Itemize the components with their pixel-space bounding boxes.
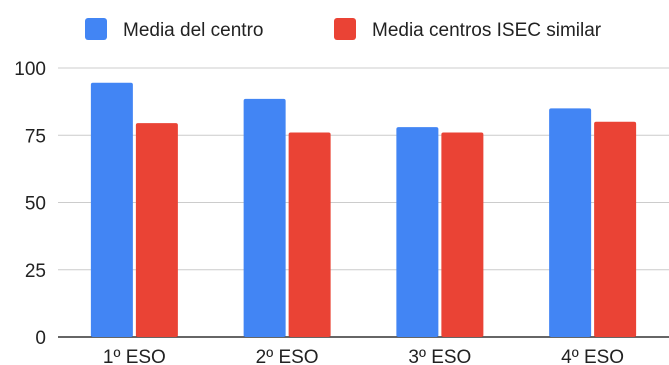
- legend-label: Media del centro: [123, 20, 263, 41]
- legend-item[interactable]: Media del centro: [85, 18, 263, 41]
- legend-item[interactable]: Media centros ISEC similar: [334, 18, 602, 41]
- x-axis-ticks: 1º ESO 2º ESO 3º ESO 4º ESO: [103, 347, 624, 365]
- y-tick-label: 50: [25, 194, 46, 215]
- x-tick-label: 2º ESO: [256, 347, 319, 365]
- x-tick-label: 4º ESO: [561, 347, 624, 365]
- legend-swatch: [334, 18, 356, 40]
- bar-media-centros-isec-similar-4: [594, 121, 637, 337]
- y-tick-label: 0: [35, 328, 46, 349]
- bar-media-centros-isec-similar-1: [135, 123, 178, 338]
- x-tick-label: 1º ESO: [103, 347, 166, 365]
- legend-label: Media centros ISEC similar: [372, 20, 602, 41]
- bar-media-del-centro-4: [549, 108, 592, 337]
- bar-media-centros-isec-similar-2: [288, 132, 331, 337]
- bar-media-centros-isec-similar-3: [441, 132, 484, 337]
- y-axis-ticks: 0 25 50 75 100: [14, 59, 46, 349]
- legend-swatch: [85, 18, 107, 40]
- bars: [90, 82, 637, 338]
- y-tick-label: 100: [14, 59, 46, 80]
- bar-media-del-centro-2: [243, 98, 286, 337]
- bar-media-del-centro-1: [90, 82, 133, 337]
- legend: Media del centro Media centros ISEC simil…: [85, 18, 602, 41]
- bar-media-del-centro-3: [396, 127, 439, 338]
- x-tick-label: 3º ESO: [408, 347, 471, 365]
- y-tick-label: 75: [25, 126, 46, 147]
- y-tick-label: 25: [25, 261, 46, 282]
